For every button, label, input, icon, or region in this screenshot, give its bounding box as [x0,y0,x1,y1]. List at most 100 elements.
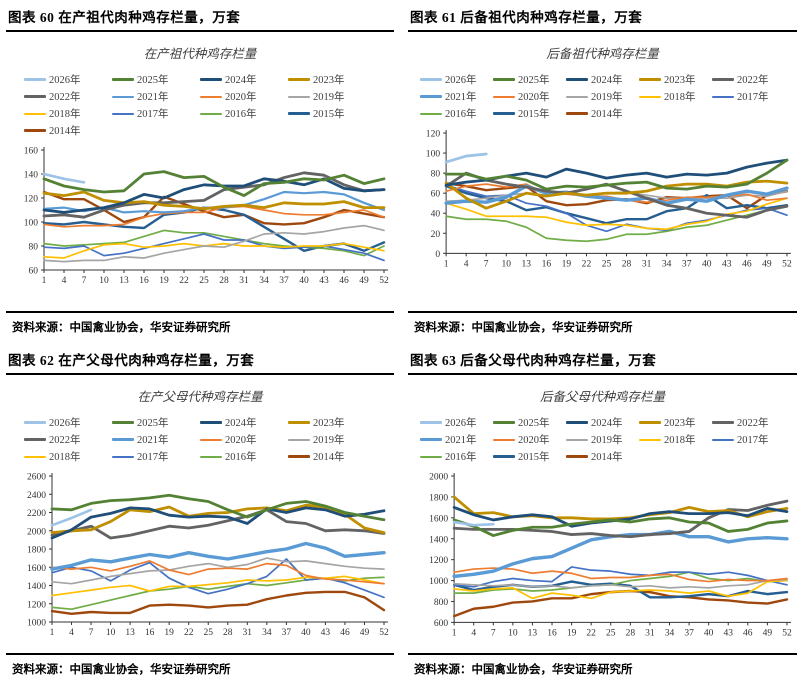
legend-label: 2023年 [313,75,345,86]
legend-label: 2014年 [313,452,345,463]
y-axis-tick-label: 80 [431,170,441,180]
x-axis-tick-label: 13 [522,259,532,269]
x-axis-tick-label: 31 [243,628,253,638]
y-axis-tick-label: 1000 [27,619,46,629]
legend-item: 2016年 [200,105,288,122]
legend-swatch [200,421,222,424]
legend-label: 2021年 [137,435,169,446]
series-line-2026年 [50,508,93,527]
series-line-2023年 [42,190,386,211]
legend-item: 2026年 [420,414,493,431]
legend-label: 2023年 [664,75,696,86]
y-axis-tick-label: 1800 [27,546,46,556]
y-axis-tick-label: 20 [431,230,441,240]
legend-item: 2023年 [288,71,376,88]
legend-item: 2026年 [420,71,493,88]
x-axis-tick-label: 37 [682,259,692,269]
x-axis-tick-label: 1 [444,259,449,269]
chart-title: 在产祖代种鸡存栏量 [143,47,257,61]
legend-item: 2025年 [112,71,200,88]
figure-header: 图表 63 后备父母代肉种鸡存栏量，万套 [408,343,797,375]
series-line-2018年 [453,579,788,600]
legend-swatch [288,78,310,81]
source-note: 资料来源：中国禽业协会，华安证券研究所 [6,653,394,685]
source-label: 资料来源： [414,664,472,676]
series-line-2018年 [51,575,385,597]
legend-label: 2025年 [137,75,169,86]
x-axis-tick-label: 7 [491,628,496,638]
figure-panel-60: 图表 60 在产祖代肉种鸡存栏量，万套 在产祖代种鸡存栏量 2026年 2025年… [0,0,402,343]
x-axis-tick-label: 22 [586,628,596,638]
legend-item: 2026年 [24,71,112,88]
x-axis-tick-label: 43 [319,276,329,286]
legend-swatch [639,421,661,424]
legend-swatch [112,455,134,458]
series-line-2024年 [50,506,386,540]
series-line-2025年 [444,158,789,191]
legend-item: 2016年 [420,105,493,122]
series-line-2015年 [444,184,789,225]
legend-swatch [712,421,734,424]
x-axis-tick-label: 7 [89,628,94,638]
legend-swatch [493,78,515,81]
legend-swatch [493,95,515,98]
source-text: 中国禽业协会，华安证券研究所 [471,664,633,676]
legend-item: 2015年 [493,105,566,122]
legend-swatch [420,455,442,458]
series-line-2018年 [43,242,385,259]
legend-label: 2019年 [591,92,623,103]
x-axis-tick-label: 46 [743,628,753,638]
legend-swatch [566,95,588,98]
legend-label: 2016年 [225,109,257,120]
legend-label: 2026年 [49,418,81,429]
x-axis-tick-label: 31 [645,628,655,638]
series-line-2025年 [452,516,789,537]
y-axis-tick-label: 800 [434,598,449,608]
x-axis-tick-label: 34 [665,628,675,638]
legend-label: 2016年 [225,452,257,463]
legend-label: 2018年 [49,452,81,463]
x-axis-tick-label: 46 [742,259,752,269]
legend-label: 2020年 [518,435,550,446]
x-axis-tick-label: 16 [145,628,155,638]
figure-header: 图表 61 后备祖代肉种鸡存栏量，万套 [408,0,797,32]
x-axis-tick-label: 28 [219,276,229,286]
x-axis-tick-label: 16 [542,259,552,269]
legend-label: 2021年 [137,92,169,103]
figure-panel-61: 图表 61 后备祖代肉种鸡存栏量，万套 后备祖代种鸡存栏量 2026年 2025年… [402,0,805,343]
x-axis-tick-label: 37 [684,628,694,638]
series-line-2019年 [453,578,788,589]
y-axis-tick-label: 1400 [429,535,448,545]
legend-label: 2022年 [49,92,81,103]
x-axis-tick-label: 10 [508,628,518,638]
y-axis-tick-label: 100 [24,219,39,229]
legend-label: 2015年 [518,109,550,120]
legend-swatch [288,438,310,441]
legend-swatch [200,438,222,441]
series-line-2022年 [444,171,789,219]
figure-panel-62: 图表 62 在产父母代肉种鸡存栏量，万套 在产父母代种鸡存栏量 2026年 202… [0,343,402,685]
x-axis-tick-label: 46 [339,276,349,286]
legend-label: 2020年 [518,92,550,103]
legend-item: 2024年 [200,71,288,88]
x-axis-tick-label: 52 [379,276,389,286]
x-axis-tick-label: 40 [301,628,311,638]
x-axis-tick-label: 19 [159,276,169,286]
chart-title: 后备祖代种鸡存栏量 [546,47,659,61]
legend-label: 2014年 [591,109,623,120]
x-axis-tick-label: 40 [702,259,712,269]
series-line-2019年 [43,224,385,263]
legend-swatch [420,438,442,441]
series-line-2022年 [42,171,386,219]
line-chart: 600 800 1000 1200 1400 1600 1800 2000 1 4 7 10 13 16 1… [429,473,792,639]
legend-item: 2021年 [420,88,493,105]
x-axis-tick-label: 4 [69,628,74,638]
legend-swatch [24,78,46,81]
source-label: 资料来源： [12,322,70,334]
legend-label: 2016年 [445,109,477,120]
legend-label: 2019年 [591,435,623,446]
legend-swatch [639,95,661,98]
x-axis-tick-label: 28 [223,628,233,638]
series-line-2022年 [452,499,789,539]
y-axis-tick-label: 1600 [429,514,448,524]
